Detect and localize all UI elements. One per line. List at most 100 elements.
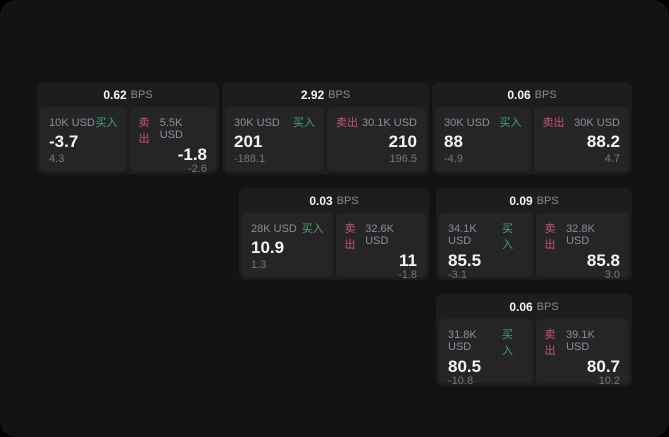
sell-side-label: 卖出 [336, 117, 358, 129]
buy-side-label: 买入 [501, 329, 513, 357]
buy-panel-header: 10K USD 买入 [49, 114, 118, 130]
bps-value: 0.62 [103, 87, 127, 102]
bps-value: 0.03 [309, 193, 333, 208]
bps-header: 0.62 BPS [37, 82, 219, 107]
sell-size-label: 30K USD [574, 117, 620, 129]
buy-size-label: 34.1K USD [448, 223, 477, 247]
buy-price-value: 80.5 [448, 357, 482, 376]
bps-unit-label: BPS [536, 300, 559, 313]
sell-panel[interactable]: 卖出 32.6K USD 11 -1.8 [335, 213, 426, 281]
sell-size-label: 39.1K USD [566, 329, 595, 353]
buy-sub-value: -10.8 [448, 375, 474, 387]
bps-value: 0.06 [509, 299, 533, 314]
bps-unit-label: BPS [336, 194, 359, 207]
buy-sub-value: 4.3 [49, 153, 65, 165]
buy-side-label: 买入 [95, 117, 118, 129]
quote-panels: 30K USD 买入 88 -4.9 卖出 30K USD 88.2 4.7 [432, 107, 632, 171]
buy-size-label: 31.8K USD [448, 329, 477, 353]
buy-sub-value: -4.9 [444, 153, 463, 165]
buy-price-value: 10.9 [251, 238, 285, 257]
buy-price-value: 85.5 [448, 251, 482, 270]
sell-sub-value: 3.0 [604, 269, 620, 281]
sell-side-label: 卖出 [138, 117, 150, 145]
bps-unit-label: BPS [534, 88, 557, 101]
buy-panel-header: 30K USD 买入 [234, 114, 315, 130]
sell-panel[interactable]: 卖出 32.8K USD 85.8 3.0 [535, 213, 629, 281]
bps-unit-label: BPS [130, 88, 153, 101]
quote-card: 0.03 BPS 28K USD 买入 10.9 1.3 卖出 32.6K US… [239, 188, 429, 281]
bps-unit-label: BPS [536, 194, 559, 207]
buy-price-value: -3.7 [49, 132, 79, 151]
sell-side-label: 卖出 [544, 223, 556, 251]
sell-panel-header: 卖出 30K USD [543, 114, 621, 130]
buy-price-value: 201 [234, 132, 263, 151]
buy-side-label: 买入 [501, 223, 513, 251]
sell-price-value: 88.2 [586, 132, 620, 151]
sell-side-label: 卖出 [344, 223, 356, 251]
bps-unit-label: BPS [328, 88, 351, 101]
sell-panel-header: 卖出 32.6K USD [345, 220, 418, 252]
buy-panel[interactable]: 10K USD 买入 -3.7 4.3 [40, 107, 127, 171]
buy-sub-value: -188.1 [234, 153, 266, 165]
buy-panel-header: 31.8K USD 买入 [448, 326, 524, 358]
sell-price-value: 11 [399, 251, 417, 270]
quote-card: 0.06 BPS 31.8K USD 买入 80.5 -10.8 卖出 39.1… [436, 294, 632, 387]
quote-card: 0.62 BPS 10K USD 买入 -3.7 4.3 卖出 5.5K USD… [37, 82, 219, 175]
buy-panel[interactable]: 31.8K USD 买入 80.5 -10.8 [439, 319, 533, 387]
quote-panels: 31.8K USD 买入 80.5 -10.8 卖出 39.1K USD 80.… [436, 319, 632, 387]
buy-panel[interactable]: 34.1K USD 买入 85.5 -3.1 [439, 213, 533, 281]
sell-side-label: 卖出 [542, 117, 565, 129]
sell-sub-value: 4.7 [604, 153, 620, 165]
buy-panel-header: 30K USD 买入 [444, 114, 522, 130]
sell-price-value: 85.8 [586, 251, 620, 270]
bps-header: 2.92 BPS [222, 82, 429, 107]
sell-sub-value: -1.8 [398, 269, 417, 281]
quote-panels: 10K USD 买入 -3.7 4.3 卖出 5.5K USD -1.8 -2.… [37, 107, 219, 175]
buy-panel-header: 28K USD 买入 [251, 220, 324, 236]
sell-size-label: 32.6K USD [365, 223, 394, 247]
quote-card: 0.06 BPS 30K USD 买入 88 -4.9 卖出 30K USD 8… [432, 82, 632, 174]
buy-size-label: 28K USD [251, 223, 297, 235]
sell-side-label: 卖出 [544, 329, 556, 357]
bps-value: 0.09 [509, 193, 533, 208]
sell-sub-value: 10.2 [598, 375, 620, 387]
sell-price-value: 80.7 [586, 357, 620, 376]
buy-size-label: 10K USD [49, 117, 95, 129]
bps-value: 2.92 [300, 87, 325, 102]
buy-sub-value: -3.1 [448, 269, 467, 281]
sell-size-label: 30.1K USD [361, 117, 417, 129]
buy-panel[interactable]: 30K USD 买入 88 -4.9 [435, 107, 531, 171]
sell-panel-header: 卖出 30.1K USD [336, 114, 417, 130]
sell-panel-header: 卖出 5.5K USD [139, 114, 208, 146]
buy-size-label: 30K USD [444, 117, 490, 129]
bps-header: 0.03 BPS [239, 188, 429, 213]
sell-price-value: 210 [388, 132, 417, 151]
sell-panel-header: 卖出 32.8K USD [545, 220, 621, 252]
sell-sub-value: -2.6 [188, 163, 207, 175]
sell-size-label: 32.8K USD [566, 223, 595, 247]
buy-side-label: 买入 [499, 117, 522, 129]
sell-panel-header: 卖出 39.1K USD [545, 326, 621, 358]
sell-panel[interactable]: 卖出 5.5K USD -1.8 -2.6 [129, 107, 216, 175]
bps-header: 0.06 BPS [432, 82, 632, 107]
sell-panel[interactable]: 卖出 39.1K USD 80.7 10.2 [535, 319, 629, 387]
quote-panels: 34.1K USD 买入 85.5 -3.1 卖出 32.8K USD 85.8… [436, 213, 632, 281]
quote-card: 2.92 BPS 30K USD 买入 201 -188.1 卖出 30.1K … [222, 82, 429, 174]
buy-panel-header: 34.1K USD 买入 [448, 220, 524, 252]
bps-value: 0.06 [507, 87, 531, 102]
quote-card: 0.09 BPS 34.1K USD 买入 85.5 -3.1 卖出 32.8K… [436, 188, 632, 281]
quote-panels: 28K USD 买入 10.9 1.3 卖出 32.6K USD 11 -1.8 [239, 213, 429, 281]
buy-panel[interactable]: 28K USD 买入 10.9 1.3 [242, 213, 333, 277]
bps-header: 0.06 BPS [436, 294, 632, 319]
buy-panel[interactable]: 30K USD 买入 201 -188.1 [225, 107, 324, 171]
buy-price-value: 88 [444, 132, 463, 151]
buy-sub-value: 1.3 [251, 259, 267, 271]
buy-size-label: 30K USD [234, 117, 280, 129]
quote-panels: 30K USD 买入 201 -188.1 卖出 30.1K USD 210 1… [222, 107, 429, 171]
buy-side-label: 买入 [293, 117, 315, 129]
sell-panel[interactable]: 卖出 30K USD 88.2 4.7 [533, 107, 629, 171]
buy-side-label: 买入 [301, 223, 324, 235]
sell-panel[interactable]: 卖出 30.1K USD 210 196.5 [327, 107, 426, 171]
sell-sub-value: 196.5 [389, 153, 417, 165]
